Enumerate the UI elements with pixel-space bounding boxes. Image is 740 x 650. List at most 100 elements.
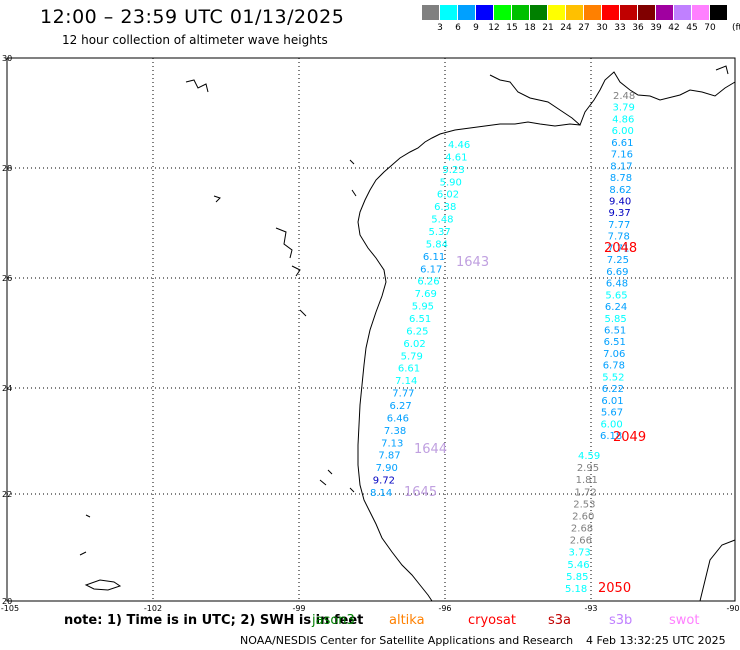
legend-label: 45: [686, 23, 698, 33]
legend-label: 24: [560, 23, 572, 33]
track-east: 2.483.794.866.006.617.168.178.788.629.40…: [565, 91, 635, 595]
legend-swatch: [422, 5, 439, 20]
lat-label: 22: [2, 490, 12, 499]
wave-height-value: 4.59: [578, 451, 600, 462]
legend-label: 21: [542, 23, 554, 33]
wave-height-value: 5.85: [604, 314, 626, 325]
legend-label: 36: [632, 23, 644, 33]
mission-label: altika: [389, 613, 425, 628]
wave-height-value: 5.79: [401, 351, 423, 362]
wave-height-value: 7.71: [607, 243, 629, 254]
legend-label: 12: [488, 23, 500, 33]
track-west: 4.464.615.235.906.026.385.485.375.846.11…: [370, 140, 470, 499]
lat-label: 24: [2, 384, 12, 393]
legend-swatch: [548, 5, 565, 20]
wave-height-value: 6.51: [409, 314, 431, 325]
legend-label: 30: [596, 23, 608, 33]
pass-times: 1643 2048 1644 2049 1645 2050: [404, 241, 646, 596]
wave-height-value: 5.23: [442, 165, 464, 176]
pass-time-label: 1643: [456, 255, 489, 270]
wave-height-value: 6.18: [600, 431, 622, 442]
pass-time-label: 1645: [404, 485, 437, 500]
legend-swatch: [566, 5, 583, 20]
legend-swatch: [656, 5, 673, 20]
wave-height-value: 6.61: [611, 138, 633, 149]
wave-height-value: 7.90: [376, 463, 398, 474]
lon-label: -105: [1, 604, 19, 613]
wave-height-value: 7.38: [384, 426, 406, 437]
wave-height-value: 6.11: [423, 252, 445, 263]
wave-height-value: 2.95: [577, 463, 599, 474]
wave-height-value: 1.81: [576, 475, 598, 486]
pass-time-label: 2049: [613, 430, 646, 445]
mission-label: swot: [669, 613, 700, 628]
legend-label: 9: [473, 23, 479, 33]
wave-height-value: 7.06: [603, 349, 625, 360]
legend-label: 27: [578, 23, 590, 33]
wave-height-value: 3.79: [613, 103, 635, 114]
legend-swatch: [530, 5, 547, 20]
legend-label: 33: [614, 23, 626, 33]
wave-height-value: 6.00: [600, 419, 622, 430]
wave-height-value: 5.52: [602, 372, 624, 383]
wave-height-value: 5.48: [431, 215, 453, 226]
axis-labels: 30 28 26 24 22 20-105 -102 -99 -96 -93 -90: [1, 54, 740, 613]
wave-height-value: 2.48: [613, 91, 635, 102]
pass-time-label: 1644: [414, 442, 447, 457]
legend-unit: (ft): [732, 23, 740, 33]
wave-height-value: 4.86: [612, 114, 634, 125]
inland-features: [79, 65, 729, 591]
wave-height-value: 6.02: [403, 339, 425, 350]
legend-swatch: [620, 5, 637, 20]
footer-timestamp: 4 Feb 13:32:25 UTC 2025: [586, 634, 726, 647]
wave-height-value: 7.25: [607, 255, 629, 266]
wave-height-value: 5.18: [565, 584, 587, 595]
legend-label: 70: [704, 23, 716, 33]
wave-height-value: 7.77: [392, 389, 414, 400]
lat-label: 28: [2, 164, 12, 173]
legend-swatch: [476, 5, 493, 20]
wave-height-value: 6.69: [606, 267, 628, 278]
wave-height-value: 7.87: [378, 451, 400, 462]
wave-height-value: 8.17: [610, 161, 632, 172]
mission-label: s3a: [548, 613, 572, 628]
lon-label: -96: [438, 604, 451, 613]
lon-label: -99: [292, 604, 305, 613]
legend-label: 15: [506, 23, 518, 33]
wave-height-value: 7.13: [381, 438, 403, 449]
wave-height-value: 6.17: [420, 264, 442, 275]
coastline: [357, 71, 736, 602]
graticule: [7, 58, 735, 601]
wave-height-value: 6.22: [602, 384, 624, 395]
wave-height-value: 4.61: [445, 152, 467, 163]
wave-height-value: 6.61: [398, 364, 420, 375]
legend-label: 3: [437, 23, 443, 33]
wave-height-value: 5.46: [567, 560, 589, 571]
wave-height-value: 6.51: [604, 325, 626, 336]
map-frame: [6, 57, 736, 602]
map-title: 12:00 – 23:59 UTC 01/13/2025: [40, 6, 345, 28]
wave-height-value: 7.69: [415, 289, 437, 300]
wave-height-value: 6.26: [417, 277, 439, 288]
wave-height-value: 6.02: [437, 190, 459, 201]
wave-height-value: 7.77: [608, 220, 630, 231]
wave-height-value: 6.78: [603, 361, 625, 372]
legend-swatch: [440, 5, 457, 20]
note-text: note: 1) Time is in UTC; 2) SWH is in fe…: [64, 613, 364, 628]
wave-height-value: 6.25: [406, 326, 428, 337]
wave-height-value: 7.16: [611, 150, 633, 161]
wave-height-value: 5.65: [605, 290, 627, 301]
legend-label: 39: [650, 23, 662, 33]
wave-height-value: 6.51: [604, 337, 626, 348]
wave-height-value: 8.78: [610, 173, 632, 184]
footer-credit: NOAA/NESDIS Center for Satellite Applica…: [240, 634, 574, 647]
wave-height-value: 6.00: [612, 126, 634, 137]
wave-height-value: 6.01: [601, 396, 623, 407]
wave-height-value: 5.85: [566, 572, 588, 583]
legend-swatch: [692, 5, 709, 20]
legend-label: 18: [524, 23, 536, 33]
legend-swatch: [710, 5, 727, 20]
wave-height-value: 5.90: [440, 177, 462, 188]
wave-height-value: 7.14: [395, 376, 417, 387]
